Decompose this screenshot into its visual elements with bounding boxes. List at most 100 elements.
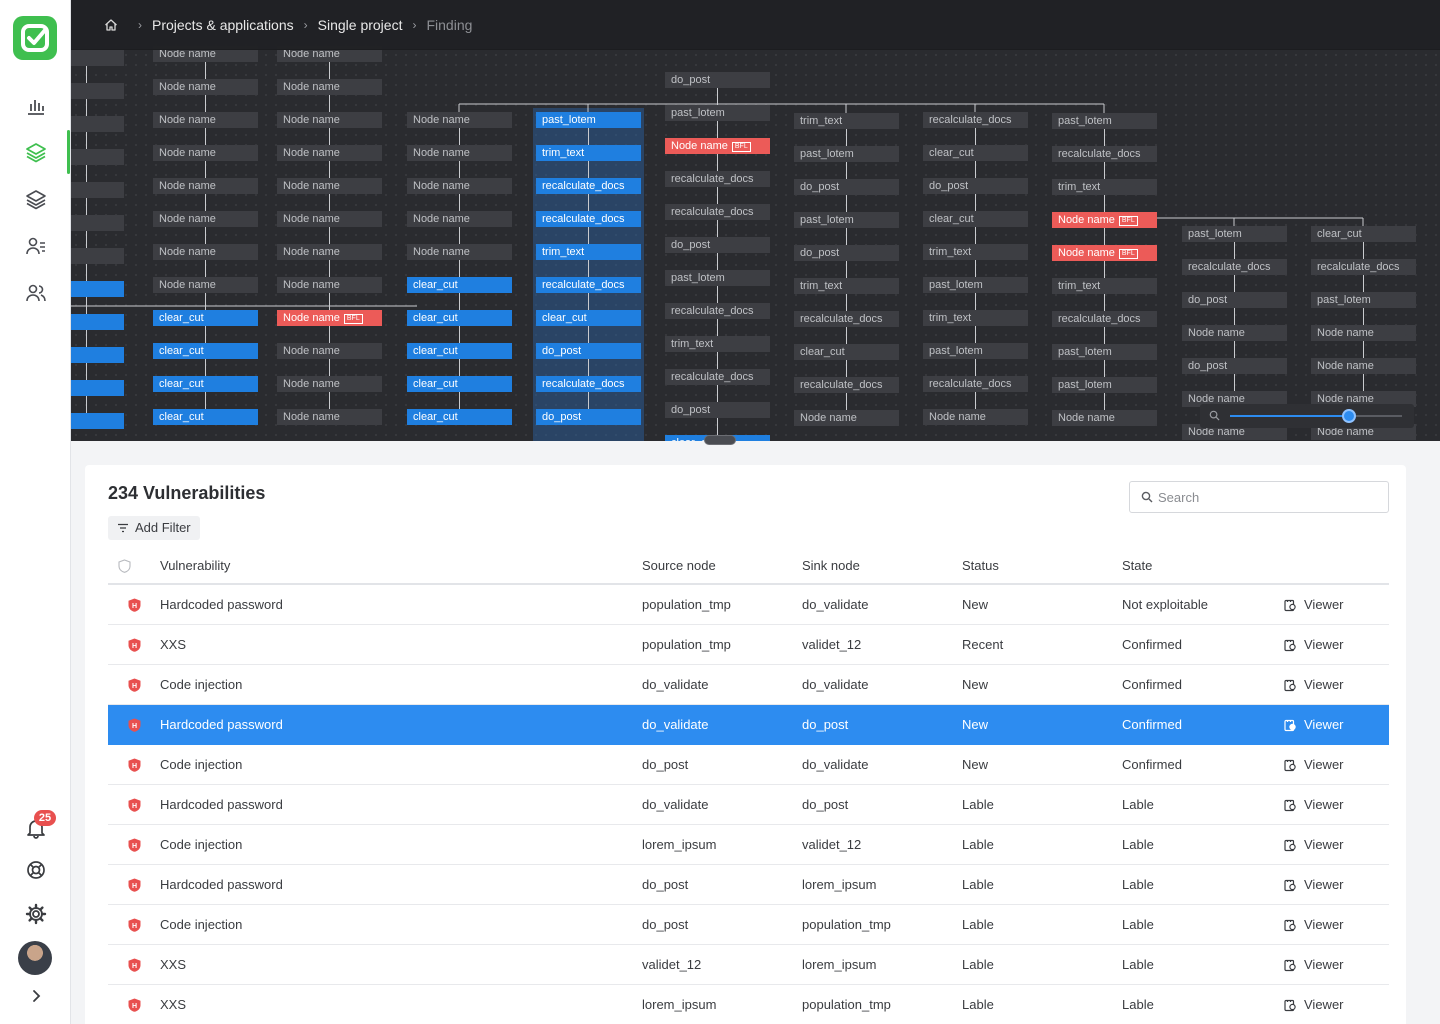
graph-node[interactable]: Node name xyxy=(1182,325,1287,341)
table-row[interactable]: H Code injection do_post do_validate New… xyxy=(108,745,1389,785)
graph-node[interactable]: past_lotem xyxy=(1052,344,1157,360)
graph-node[interactable]: do_post xyxy=(665,72,770,88)
graph-node[interactable]: Node name BFL xyxy=(665,138,770,154)
graph-node[interactable]: Node name xyxy=(407,145,512,161)
column-header-source-node[interactable]: Source node xyxy=(642,558,716,573)
graph-node[interactable]: recalculate_docs xyxy=(1311,259,1416,275)
viewer-link[interactable]: Viewer xyxy=(1284,825,1344,865)
table-row[interactable]: H XXS lorem_ipsum population_tmp Lable L… xyxy=(108,985,1389,1024)
graph-node[interactable]: past_lotem xyxy=(1311,292,1416,308)
graph-node[interactable] xyxy=(71,380,124,396)
viewer-link[interactable]: Viewer xyxy=(1284,665,1344,705)
flow-graph[interactable]: › Projects & applications › Single proje… xyxy=(71,0,1440,441)
graph-node[interactable]: recalculate_docs xyxy=(1052,311,1157,327)
graph-node[interactable]: past_lotem xyxy=(665,270,770,286)
graph-node[interactable]: past_lotem xyxy=(794,146,899,162)
graph-node[interactable]: Node name xyxy=(277,211,382,227)
graph-node[interactable]: Node name xyxy=(153,277,258,293)
graph-node[interactable]: do_post xyxy=(665,402,770,418)
graph-node[interactable]: trim_text xyxy=(923,310,1028,326)
graph-node[interactable]: do_post xyxy=(1182,292,1287,308)
graph-node[interactable]: recalculate_docs xyxy=(794,311,899,327)
graph-node[interactable]: Node name xyxy=(277,46,382,62)
graph-node[interactable]: trim_text xyxy=(1052,179,1157,195)
graph-node[interactable]: Node name xyxy=(1311,424,1416,440)
graph-node[interactable]: Node name xyxy=(923,409,1028,425)
graph-node[interactable]: clear_cut xyxy=(153,409,258,425)
graph-node[interactable] xyxy=(71,347,124,363)
graph-node[interactable]: clear_cut xyxy=(153,310,258,326)
graph-node[interactable]: Node name xyxy=(153,145,258,161)
layers-icon[interactable] xyxy=(23,186,49,212)
graph-node[interactable]: past_lotem xyxy=(536,112,641,128)
graph-node[interactable]: Node name xyxy=(1311,391,1416,407)
graph-node[interactable]: do_post xyxy=(536,409,641,425)
table-row[interactable]: H Code injection do_validate do_validate… xyxy=(108,665,1389,705)
search-box[interactable] xyxy=(1129,481,1389,513)
table-row[interactable]: H Hardcoded password population_tmp do_v… xyxy=(108,585,1389,625)
graph-node[interactable]: Node name xyxy=(407,178,512,194)
graph-node[interactable]: trim_text xyxy=(794,113,899,129)
column-header-state[interactable]: State xyxy=(1122,558,1153,573)
graph-node[interactable]: Node name xyxy=(153,178,258,194)
graph-node[interactable]: recalculate_docs xyxy=(536,178,641,194)
graph-node[interactable]: me xyxy=(71,116,124,132)
table-row[interactable]: H Hardcoded password do_validate do_post… xyxy=(108,785,1389,825)
graph-node[interactable]: Node name BFL xyxy=(277,310,382,326)
graph-node[interactable]: past_lotem xyxy=(1052,113,1157,129)
graph-node[interactable]: Node name xyxy=(277,409,382,425)
graph-node[interactable]: recalculate_docs xyxy=(665,369,770,385)
graph-node[interactable]: Node name xyxy=(277,79,382,95)
graph-node[interactable]: trim_text xyxy=(536,244,641,260)
gear-icon[interactable] xyxy=(23,901,49,927)
home-icon[interactable] xyxy=(104,18,118,32)
zoom-slider-handle[interactable] xyxy=(1342,409,1356,423)
graph-node[interactable]: recalculate_docs xyxy=(1052,146,1157,162)
graph-node[interactable]: recalculate_docs xyxy=(536,211,641,227)
viewer-link[interactable]: Viewer xyxy=(1284,905,1344,945)
breadcrumb-single-project[interactable]: Single project xyxy=(317,16,403,33)
expand-icon[interactable] xyxy=(23,983,49,1009)
viewer-link[interactable]: Viewer xyxy=(1284,745,1344,785)
graph-node[interactable]: Node name xyxy=(153,79,258,95)
graph-node[interactable]: recalculate_docs xyxy=(536,277,641,293)
graph-node[interactable]: past_lotem xyxy=(923,277,1028,293)
graph-node[interactable]: Node name BFL xyxy=(1052,245,1157,261)
graph-node[interactable]: trim_text xyxy=(1052,278,1157,294)
graph-node[interactable]: recalculate_docs xyxy=(1182,259,1287,275)
graph-node[interactable] xyxy=(71,413,124,429)
table-row[interactable]: H XXS population_tmp validet_12 Recent C… xyxy=(108,625,1389,665)
graph-node[interactable]: trim_text xyxy=(665,336,770,352)
graph-node[interactable]: Node name xyxy=(277,343,382,359)
graph-node[interactable]: clear_cut xyxy=(153,343,258,359)
graph-node[interactable]: recalculate_docs xyxy=(923,112,1028,128)
graph-node[interactable]: Node name xyxy=(1182,391,1287,407)
graph-node[interactable]: clear_cut xyxy=(794,344,899,360)
graph-node[interactable]: past_lotem xyxy=(1182,226,1287,242)
support-icon[interactable] xyxy=(23,857,49,883)
panel-resize-handle[interactable] xyxy=(704,435,736,445)
graph-node[interactable]: clear_cut xyxy=(1311,226,1416,242)
graph-node[interactable]: Node name xyxy=(277,145,382,161)
graph-node[interactable]: do_post xyxy=(1182,358,1287,374)
graph-node[interactable]: recalculate_docs xyxy=(923,376,1028,392)
graph-node[interactable]: clear_cut xyxy=(923,145,1028,161)
graph-node[interactable]: Node name xyxy=(794,410,899,426)
graph-node[interactable]: clear_cut xyxy=(923,211,1028,227)
graph-node[interactable]: recalculate_docs xyxy=(794,377,899,393)
avatar[interactable] xyxy=(18,941,52,975)
graph-node[interactable]: clear_cut xyxy=(536,310,641,326)
table-row[interactable]: H Hardcoded password do_validate do_post… xyxy=(108,705,1389,745)
graph-node[interactable]: me xyxy=(71,83,124,99)
table-row[interactable]: H Code injection do_post population_tmp … xyxy=(108,905,1389,945)
graph-node[interactable]: recalculate_docs xyxy=(536,376,641,392)
graph-node[interactable]: do_post xyxy=(665,237,770,253)
table-row[interactable]: H Code injection lorem_ipsum validet_12 … xyxy=(108,825,1389,865)
graph-node[interactable]: clear_cut xyxy=(407,376,512,392)
add-filter-button[interactable]: Add Filter xyxy=(108,516,200,540)
graph-node[interactable]: do_post xyxy=(923,178,1028,194)
graph-node[interactable]: past_lotem xyxy=(1052,377,1157,393)
graph-node[interactable]: clear_cut xyxy=(153,376,258,392)
graph-node[interactable]: Node name xyxy=(153,46,258,62)
graph-node[interactable]: past_lotem xyxy=(923,343,1028,359)
